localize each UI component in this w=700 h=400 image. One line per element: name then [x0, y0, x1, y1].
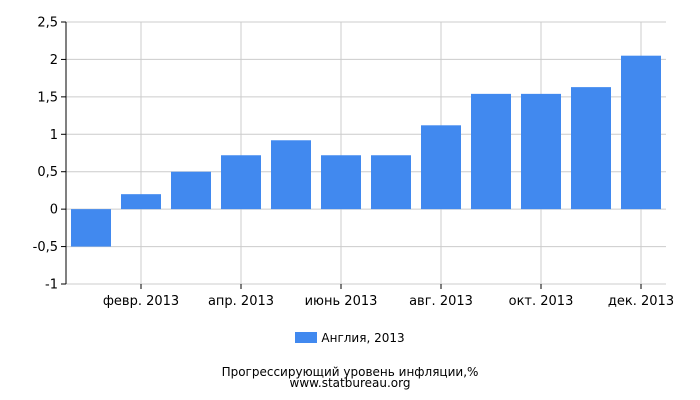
y-tick-label: 0,5	[37, 165, 58, 180]
bar	[171, 171, 211, 210]
y-tick-label: 2	[50, 53, 58, 68]
x-tick-label: июнь 2013	[305, 294, 378, 309]
bar	[621, 55, 661, 210]
y-tick-label: -0,5	[33, 240, 58, 255]
bar-chart: -1 -0,5 0 0,5 1 1,5 2 2,5 февр. 2013 апр. 2013 июн…	[33, 16, 674, 310]
bar	[471, 93, 511, 210]
y-tick-label: 1,5	[37, 90, 58, 105]
bar	[71, 209, 111, 247]
x-tick-label: февр. 2013	[103, 294, 179, 309]
y-tick-label: 0	[50, 203, 58, 218]
x-tick-label: дек. 2013	[608, 294, 674, 309]
x-tick-label: окт. 2013	[509, 294, 574, 309]
bar	[121, 194, 161, 210]
bar	[521, 93, 561, 210]
bar	[571, 87, 611, 210]
bar-layer	[71, 55, 661, 247]
source-link[interactable]: www.statbureau.org	[289, 376, 411, 390]
legend-label: Англия, 2013	[321, 331, 405, 345]
bar	[221, 155, 261, 210]
legend: Англия, 2013	[0, 331, 700, 345]
x-tick-label: апр. 2013	[208, 294, 274, 309]
bar	[271, 140, 311, 210]
chart-title: Прогрессирующий уровень инфляции,%	[221, 365, 479, 379]
axis-layer: -1 -0,5 0 0,5 1 1,5 2 2,5 февр. 2013 апр. 2013 июн…	[33, 16, 674, 310]
bar	[421, 125, 461, 210]
y-tick-label: 2,5	[37, 16, 58, 31]
bar	[321, 155, 361, 210]
x-tick-label: авг. 2013	[409, 294, 473, 309]
bar	[371, 155, 411, 210]
y-tick-label: 1	[50, 128, 58, 143]
y-tick-label: -1	[45, 278, 58, 293]
legend-swatch	[295, 332, 318, 343]
